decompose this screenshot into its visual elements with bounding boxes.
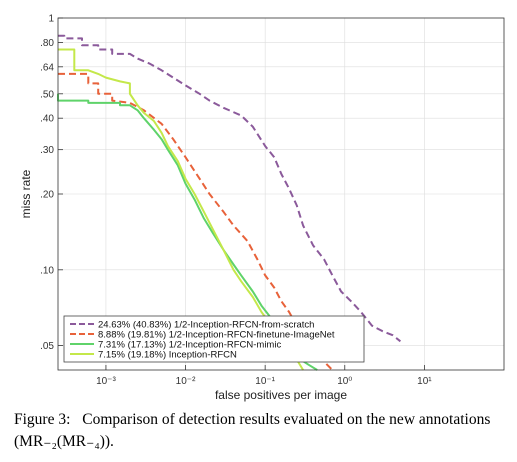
y-axis-label: miss rate bbox=[19, 169, 33, 218]
y-tick-label: .10 bbox=[40, 265, 54, 276]
plot-frame bbox=[57, 17, 505, 371]
y-tick-label: .80 bbox=[40, 38, 54, 49]
legend-label-2: 8.88% (19.81%) 1/2-Inception-RFCN-finetu… bbox=[98, 329, 335, 340]
y-tick-label: .30 bbox=[40, 145, 54, 156]
detection-chart: 10⁻³ 10⁻² 10⁻¹ 10⁰ 10¹ 1 .80 .64 .50 .40 .30 .20 .10… bbox=[19, 14, 505, 402]
y-tick-label: .64 bbox=[40, 62, 54, 73]
caption-label: Figure 3: bbox=[14, 411, 71, 428]
legend-box bbox=[63, 315, 365, 363]
y-tick-label: .05 bbox=[40, 341, 54, 352]
caption-text: Comparison of detection results evaluate… bbox=[14, 411, 491, 450]
y-tick-label: .20 bbox=[40, 190, 54, 201]
legend-label-3: 7.31% (17.13%) 1/2-Inception-RFCN-mimic bbox=[98, 339, 281, 350]
x-axis-label: false positives per image bbox=[215, 388, 347, 402]
x-tick-label: 10⁻³ bbox=[96, 376, 116, 387]
y-tick-label: .40 bbox=[40, 114, 54, 125]
figure-caption: Figure 3: Comparison of detection result… bbox=[14, 409, 510, 453]
series-line-1 bbox=[58, 34, 402, 343]
axes: 10⁻³ 10⁻² 10⁻¹ 10⁰ 10¹ 1 .80 .64 .50 .40 .30 .20 .10… bbox=[40, 14, 432, 388]
x-tick-label: 10⁰ bbox=[337, 376, 352, 387]
legend: 24.63% (40.83%) 1/2-Inception-RFCN-from-… bbox=[63, 315, 365, 363]
y-tick-label: .50 bbox=[40, 89, 54, 100]
x-tick-label: 10¹ bbox=[417, 376, 432, 387]
legend-label-1: 24.63% (40.83%) 1/2-Inception-RFCN-from-… bbox=[98, 319, 314, 330]
y-tick-label: 1 bbox=[48, 14, 54, 25]
x-tick-label: 10⁻² bbox=[176, 376, 196, 387]
legend-label-4: 7.15% (19.18%) Inception-RFCN bbox=[98, 349, 237, 360]
x-tick-label: 10⁻¹ bbox=[255, 376, 275, 387]
